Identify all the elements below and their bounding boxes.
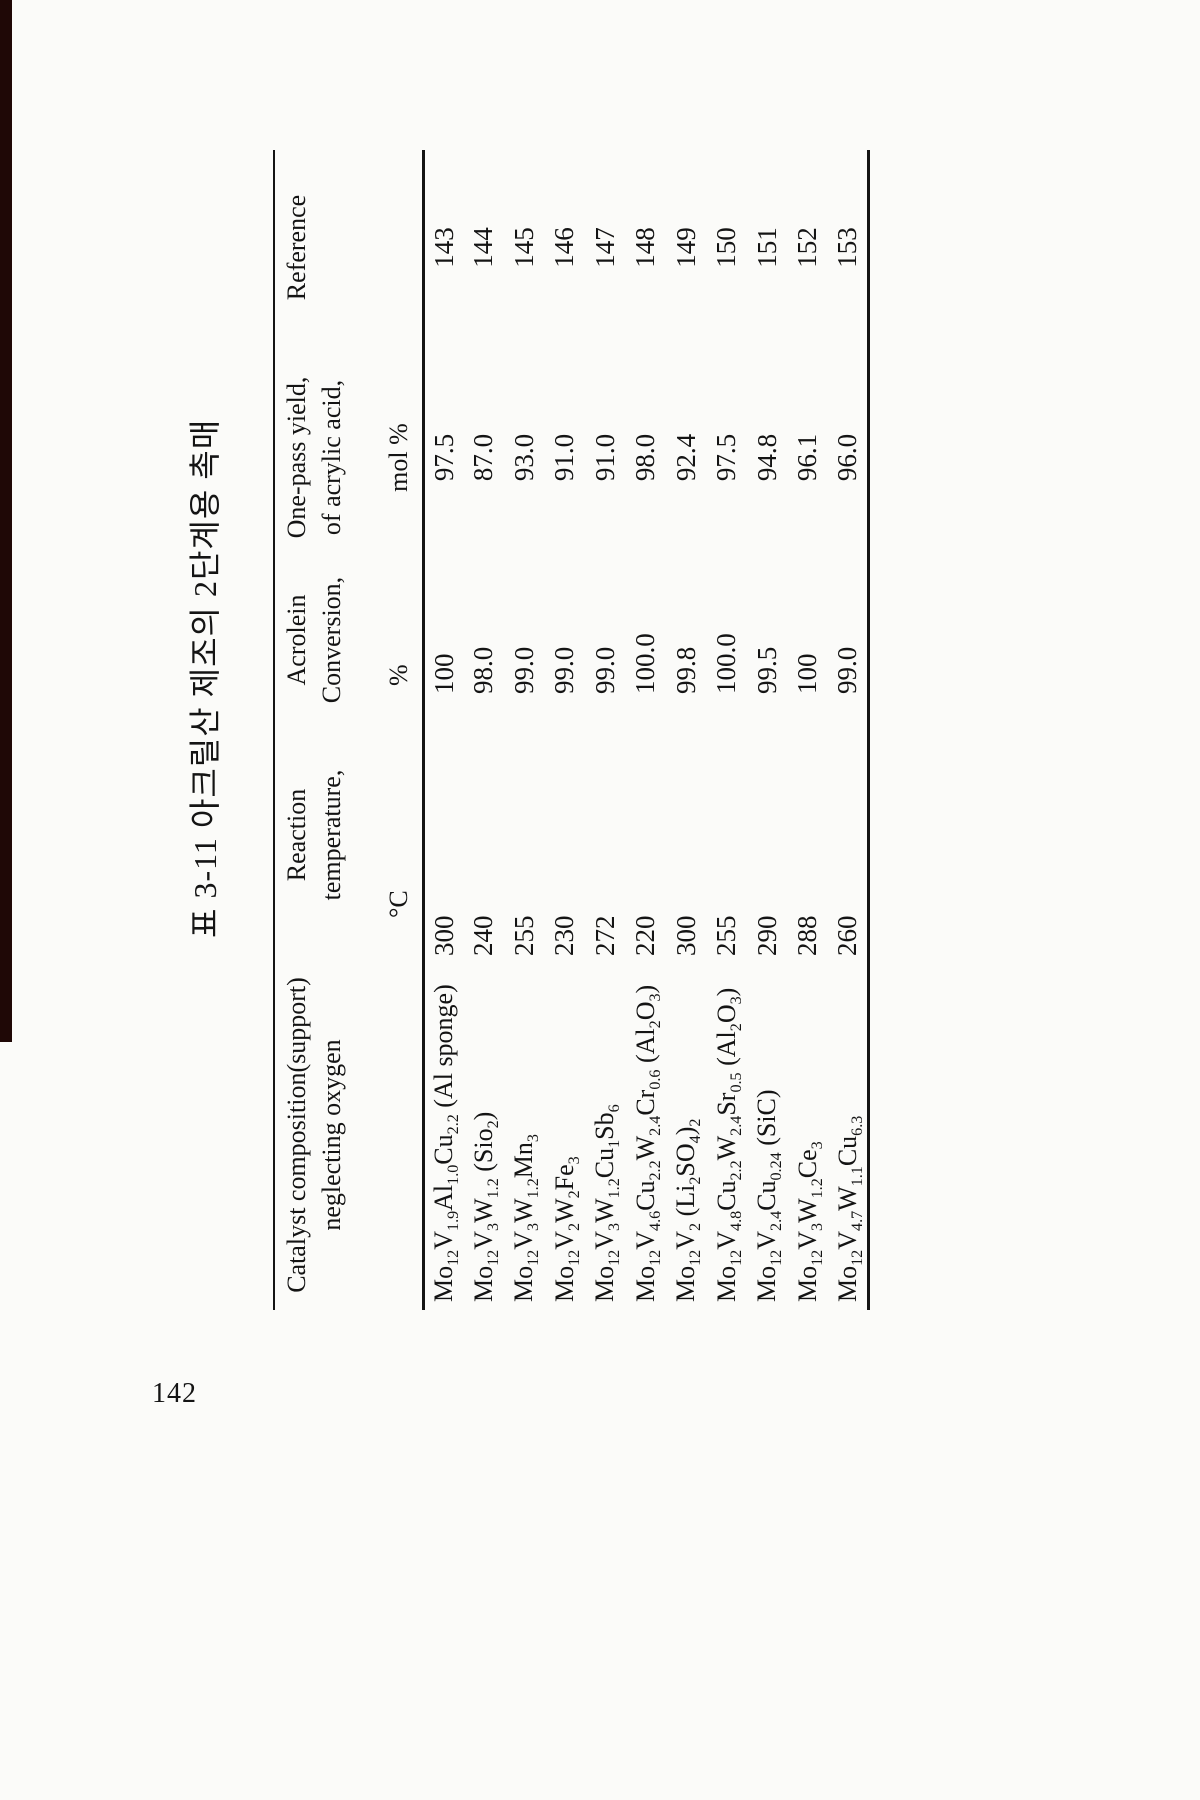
cell-temperature: 255 bbox=[508, 915, 539, 957]
table-row: Mo12V1.9Al1.0Cu2.2 (Al sponge) 300 100 97.5… bbox=[423, 150, 464, 1310]
cell-catalyst: Mo12V1.9Al1.0Cu2.2 (Al sponge) bbox=[429, 984, 463, 1302]
cell-conversion: 99.5 bbox=[751, 646, 782, 694]
cell-reference: 149 bbox=[670, 227, 701, 268]
cell-yield: 93.0 bbox=[508, 433, 539, 482]
column-unit-temperature: °C bbox=[383, 890, 413, 918]
table-row: Mo12V4.6Cu2.2W2.4Cr0.6 (Al2O3) 220 100.0 98… bbox=[626, 150, 667, 1310]
cell-catalyst: Mo12V3W1.2Ce3 bbox=[792, 1141, 826, 1302]
cell-yield: 98.0 bbox=[630, 433, 661, 482]
table-row: Mo12V2W2Fe3 230 99.0 91.0 146 bbox=[545, 150, 586, 1310]
cell-temperature: 220 bbox=[630, 915, 661, 957]
column-header-catalyst: Catalyst composition(support) neglecting … bbox=[274, 960, 423, 1310]
cell-catalyst: Mo12V2 (Li2SO4)2 bbox=[671, 1118, 705, 1302]
cell-reference: 145 bbox=[508, 227, 539, 268]
page-number: 142 bbox=[152, 1378, 197, 1409]
table-row: Mo12V2.4Cu0.24 (SiC) 290 99.5 94.8 151 bbox=[747, 150, 788, 1310]
column-header-lines: Catalyst composition(support) neglecting … bbox=[282, 977, 346, 1293]
cell-catalyst: Mo12V4.8Cu2.2W2.4Sr0.5 (Al2O3) bbox=[711, 987, 745, 1302]
table-row: Mo12V3W1.2 (Sio2) 240 98.0 87.0 144 bbox=[464, 150, 505, 1310]
column-header-temperature: Reaction temperature, °C bbox=[274, 710, 423, 960]
cell-catalyst: Mo12V2W2Fe3 bbox=[549, 1156, 583, 1302]
cell-yield: 94.8 bbox=[751, 433, 782, 482]
cell-yield: 92.4 bbox=[670, 433, 701, 482]
column-header-conversion: Acrolein Conversion,% bbox=[274, 570, 423, 710]
cell-conversion: 99.0 bbox=[832, 646, 862, 694]
cell-yield: 87.0 bbox=[468, 433, 499, 482]
cell-catalyst: Mo12V4.7W1.1Cu6.3 bbox=[832, 1115, 866, 1302]
cell-conversion: 99.0 bbox=[549, 646, 580, 694]
cell-yield: 91.0 bbox=[549, 433, 580, 482]
table-row: Mo12V3W1.2Mn3 255 99.0 93.0 145 bbox=[504, 150, 545, 1310]
cell-yield: 96.1 bbox=[792, 433, 823, 482]
cell-conversion: 99.0 bbox=[508, 646, 539, 694]
cell-temperature: 300 bbox=[670, 915, 701, 957]
cell-reference: 151 bbox=[751, 227, 782, 268]
column-header-lines: Reference bbox=[282, 194, 311, 301]
cell-temperature: 230 bbox=[549, 915, 580, 957]
table-body: Mo12V1.9Al1.0Cu2.2 (Al sponge) 300 100 97.5… bbox=[423, 150, 869, 1310]
table-header: Catalyst composition(support) neglecting … bbox=[274, 150, 423, 1310]
table-title: 표 3-11 아크릴산 제조의 2단계용 촉매 bbox=[187, 418, 223, 938]
cell-temperature: 240 bbox=[468, 915, 499, 957]
cell-reference: 144 bbox=[468, 227, 499, 268]
column-header-reference: Reference bbox=[274, 150, 423, 345]
cell-yield: 91.0 bbox=[589, 433, 620, 482]
scan-artifact-strip bbox=[0, 0, 12, 1042]
catalyst-table: Catalyst composition(support) neglecting … bbox=[273, 150, 870, 1310]
column-unit-yield: mol % bbox=[383, 423, 413, 492]
cell-reference: 147 bbox=[589, 227, 620, 268]
table-row: Mo12V4.7W1.1Cu6.3 260 99.0 96.0 153 bbox=[828, 150, 869, 1310]
cell-reference: 146 bbox=[549, 227, 580, 268]
table-row: Mo12V2 (Li2SO4)2 300 99.8 92.4 149 bbox=[666, 150, 707, 1310]
cell-reference: 152 bbox=[792, 227, 823, 268]
cell-conversion: 98.0 bbox=[468, 646, 499, 694]
cell-conversion: 100.0 bbox=[630, 633, 661, 694]
table-row: Mo12V3W1.2Cu1Sb6 272 99.0 91.0 147 bbox=[585, 150, 626, 1310]
table-row: Mo12V3W1.2Ce3 288 100 96.1 152 bbox=[788, 150, 829, 1310]
cell-catalyst: Mo12V3W1.2 (Sio2) bbox=[468, 1111, 502, 1302]
cell-reference: 150 bbox=[711, 227, 742, 268]
column-header-lines: One-pass yield, of acrylic acid, bbox=[282, 376, 346, 539]
cell-temperature: 290 bbox=[751, 915, 782, 957]
cell-yield: 97.5 bbox=[428, 433, 459, 482]
cell-conversion: 100 bbox=[792, 653, 823, 695]
cell-catalyst: Mo12V4.6Cu2.2W2.4Cr0.6 (Al2O3) bbox=[630, 984, 664, 1302]
cell-reference: 148 bbox=[630, 227, 661, 268]
cell-temperature: 260 bbox=[832, 915, 862, 957]
cell-yield: 96.0 bbox=[832, 433, 862, 482]
cell-temperature: 300 bbox=[428, 915, 459, 957]
header-row: Catalyst composition(support) neglecting … bbox=[274, 150, 423, 1310]
cell-catalyst: Mo12V3W1.2Mn3 bbox=[509, 1134, 543, 1302]
cell-yield: 97.5 bbox=[711, 433, 742, 482]
cell-conversion: 99.8 bbox=[670, 646, 701, 694]
cell-temperature: 288 bbox=[792, 915, 823, 957]
column-unit-conversion: % bbox=[383, 664, 413, 686]
cell-conversion: 99.0 bbox=[589, 646, 620, 694]
cell-catalyst: Mo12V2.4Cu0.24 (SiC) bbox=[752, 1089, 786, 1302]
column-header-lines: Acrolein Conversion, bbox=[282, 576, 346, 704]
cell-temperature: 255 bbox=[711, 915, 742, 957]
cell-catalyst: Mo12V3W1.2Cu1Sb6 bbox=[590, 1104, 624, 1302]
column-header-yield: One-pass yield, of acrylic acid, mol % bbox=[274, 345, 423, 570]
cell-conversion: 100 bbox=[428, 653, 459, 695]
table-row: Mo12V4.8Cu2.2W2.4Sr0.5 (Al2O3) 255 100.0 97… bbox=[707, 150, 748, 1310]
rotated-table-container: 표 3-11 아크릴산 제조의 2단계용 촉매 Catalyst composi… bbox=[185, 150, 870, 1310]
cell-conversion: 100.0 bbox=[711, 633, 742, 694]
cell-reference: 153 bbox=[832, 227, 862, 268]
column-header-lines: Reaction temperature, bbox=[282, 769, 346, 901]
cell-reference: 143 bbox=[428, 227, 459, 268]
cell-temperature: 272 bbox=[589, 915, 620, 957]
